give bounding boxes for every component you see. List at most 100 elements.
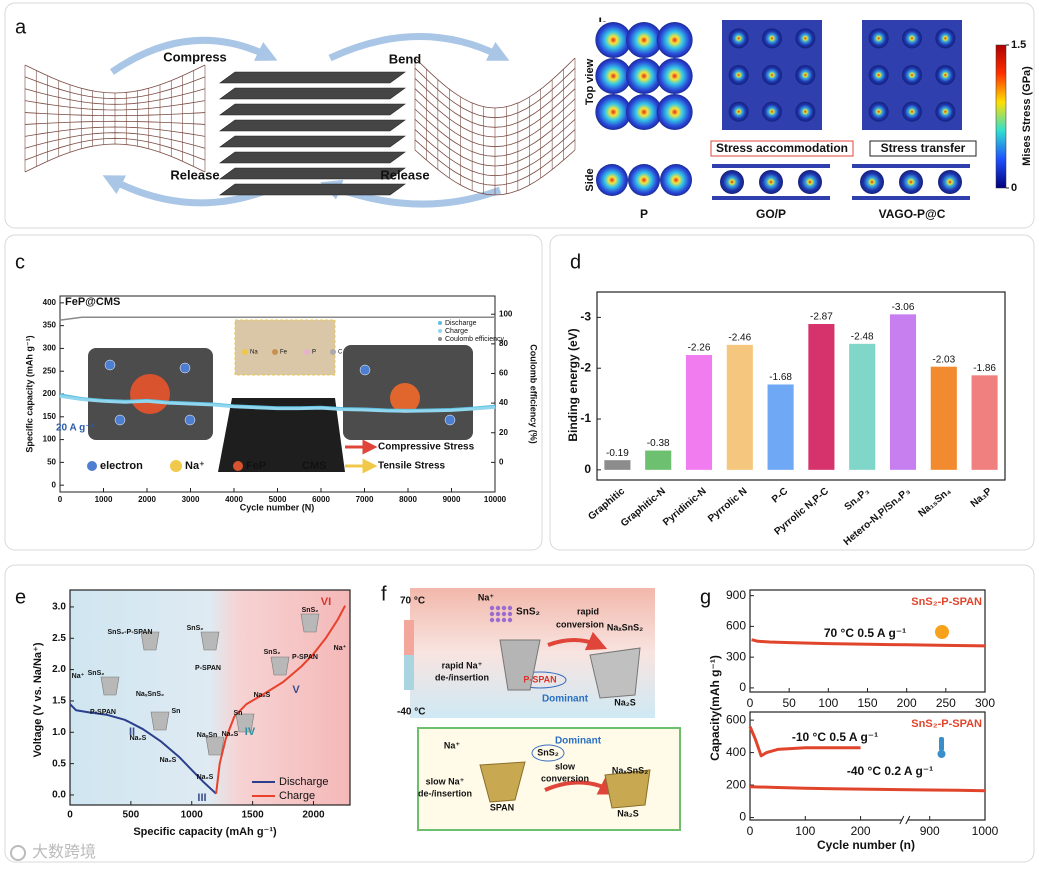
mechanism-label: Na₂S bbox=[617, 808, 639, 818]
temperature-label: 70 °C bbox=[400, 596, 425, 607]
mechanism-label: Dominant bbox=[555, 736, 602, 747]
species-label: Na₂S bbox=[254, 692, 271, 699]
mechanism-label: Na⁺ bbox=[444, 740, 461, 750]
cone bbox=[589, 647, 641, 699]
bar bbox=[726, 344, 753, 470]
y-tick-label: 3.0 bbox=[52, 602, 66, 613]
panel-label: f bbox=[381, 583, 387, 605]
stress-particle bbox=[860, 170, 884, 194]
cone bbox=[499, 639, 541, 691]
bar bbox=[889, 314, 917, 470]
annotation: Compress bbox=[163, 49, 227, 64]
y-tick-label: 300 bbox=[726, 649, 746, 663]
stress-particle bbox=[626, 58, 662, 94]
mechanism-label: rapid Na⁺ bbox=[442, 660, 483, 670]
stress-particle bbox=[626, 94, 662, 130]
sodium-ion bbox=[501, 605, 507, 611]
layer bbox=[219, 87, 406, 100]
stress-particle bbox=[935, 65, 956, 85]
stress-particle bbox=[660, 164, 692, 196]
stress-particle bbox=[868, 65, 889, 85]
bar bbox=[971, 375, 998, 470]
mechanism-label: SnS₂ bbox=[537, 747, 559, 757]
legend-marker bbox=[87, 461, 97, 471]
y-tick-label: -2 bbox=[580, 360, 591, 374]
species-label: Na₂S bbox=[197, 774, 214, 781]
stress-particle bbox=[656, 22, 693, 58]
sodium-ion bbox=[507, 617, 513, 623]
y2-tick-label: 20 bbox=[499, 428, 508, 437]
panel-label: a bbox=[15, 16, 27, 38]
inset bbox=[234, 319, 336, 376]
inset bbox=[218, 398, 345, 472]
x-tick-label: 200 bbox=[851, 824, 871, 838]
cone bbox=[604, 769, 651, 809]
electron bbox=[184, 414, 196, 426]
legend-marker bbox=[438, 329, 442, 333]
stress-particle bbox=[938, 170, 962, 194]
stress-particle bbox=[728, 65, 749, 85]
x-tick-label: 10000 bbox=[484, 495, 507, 504]
stage-label: IV bbox=[245, 726, 256, 738]
stress-particle bbox=[595, 22, 632, 58]
sodium-ion bbox=[501, 611, 507, 617]
electron bbox=[444, 414, 456, 426]
cone bbox=[200, 631, 220, 651]
axis-break bbox=[899, 815, 905, 825]
legend-marker bbox=[233, 461, 243, 471]
mechanism-label: conversion bbox=[541, 773, 589, 783]
mechanism-label: NaₓSnS₂ bbox=[612, 765, 648, 775]
inset-marker bbox=[304, 349, 310, 355]
value-label: -1.68 bbox=[769, 372, 792, 383]
inset-label: Fe bbox=[280, 350, 288, 356]
annotation: Bend bbox=[389, 51, 422, 66]
y-tick-label: 0 bbox=[739, 810, 746, 824]
y-axis-label: Binding energy (eV) bbox=[566, 328, 580, 441]
y2-tick-label: 100 bbox=[499, 309, 513, 318]
bar bbox=[685, 355, 713, 470]
inset-label: Na bbox=[250, 350, 258, 356]
thermometer-icon bbox=[939, 737, 944, 751]
stress-particle bbox=[795, 101, 816, 122]
stress-particle bbox=[595, 58, 632, 94]
stress-particle bbox=[728, 101, 749, 122]
data-line bbox=[59, 394, 496, 413]
stress-particle bbox=[596, 164, 628, 196]
legend-label: Tensile Stress bbox=[378, 461, 446, 472]
y-tick-label: -3 bbox=[580, 310, 591, 324]
y-tick-label: 200 bbox=[726, 777, 746, 791]
mechanism-label: Na⁺ bbox=[478, 592, 495, 602]
y-tick-label: -1 bbox=[580, 411, 591, 425]
x-tick-label: 8000 bbox=[399, 495, 417, 504]
x-axis-label: Specific capacity (mAh g⁻¹) bbox=[133, 826, 277, 838]
oval bbox=[531, 744, 565, 762]
y-tick-label: 200 bbox=[43, 389, 57, 398]
value-label: -1.86 bbox=[973, 363, 996, 374]
sodium-ion bbox=[495, 605, 501, 611]
stress-particle bbox=[798, 170, 822, 194]
x-tick-label: 100 bbox=[795, 824, 815, 838]
cone bbox=[150, 711, 170, 731]
stress-particle bbox=[720, 170, 744, 194]
x-tick-label: 50 bbox=[782, 696, 796, 710]
x-tick-label: 250 bbox=[936, 696, 956, 710]
species-label: P-SPAN bbox=[195, 665, 221, 672]
x-tick-label: 3000 bbox=[182, 495, 200, 504]
sodium-ion bbox=[507, 605, 513, 611]
mechanism-label: slow Na⁺ bbox=[426, 776, 465, 786]
annotation: Stress transfer bbox=[881, 141, 966, 155]
arrow bbox=[328, 33, 510, 62]
sodium-ion bbox=[489, 617, 495, 623]
x-tick-label: 9000 bbox=[443, 495, 461, 504]
plot-frame bbox=[69, 589, 351, 806]
species-label: SnS₂ bbox=[187, 625, 204, 632]
series-label: -10 °C 0.5 A g⁻¹ bbox=[792, 730, 878, 744]
y-tick-label: 400 bbox=[43, 298, 57, 307]
y-tick-label: 350 bbox=[43, 321, 57, 330]
species-label: Sn bbox=[234, 710, 243, 717]
chart-title: FeP@CMS bbox=[65, 296, 120, 308]
bar bbox=[849, 343, 876, 470]
stress-particle bbox=[656, 58, 693, 94]
cone bbox=[235, 713, 255, 733]
